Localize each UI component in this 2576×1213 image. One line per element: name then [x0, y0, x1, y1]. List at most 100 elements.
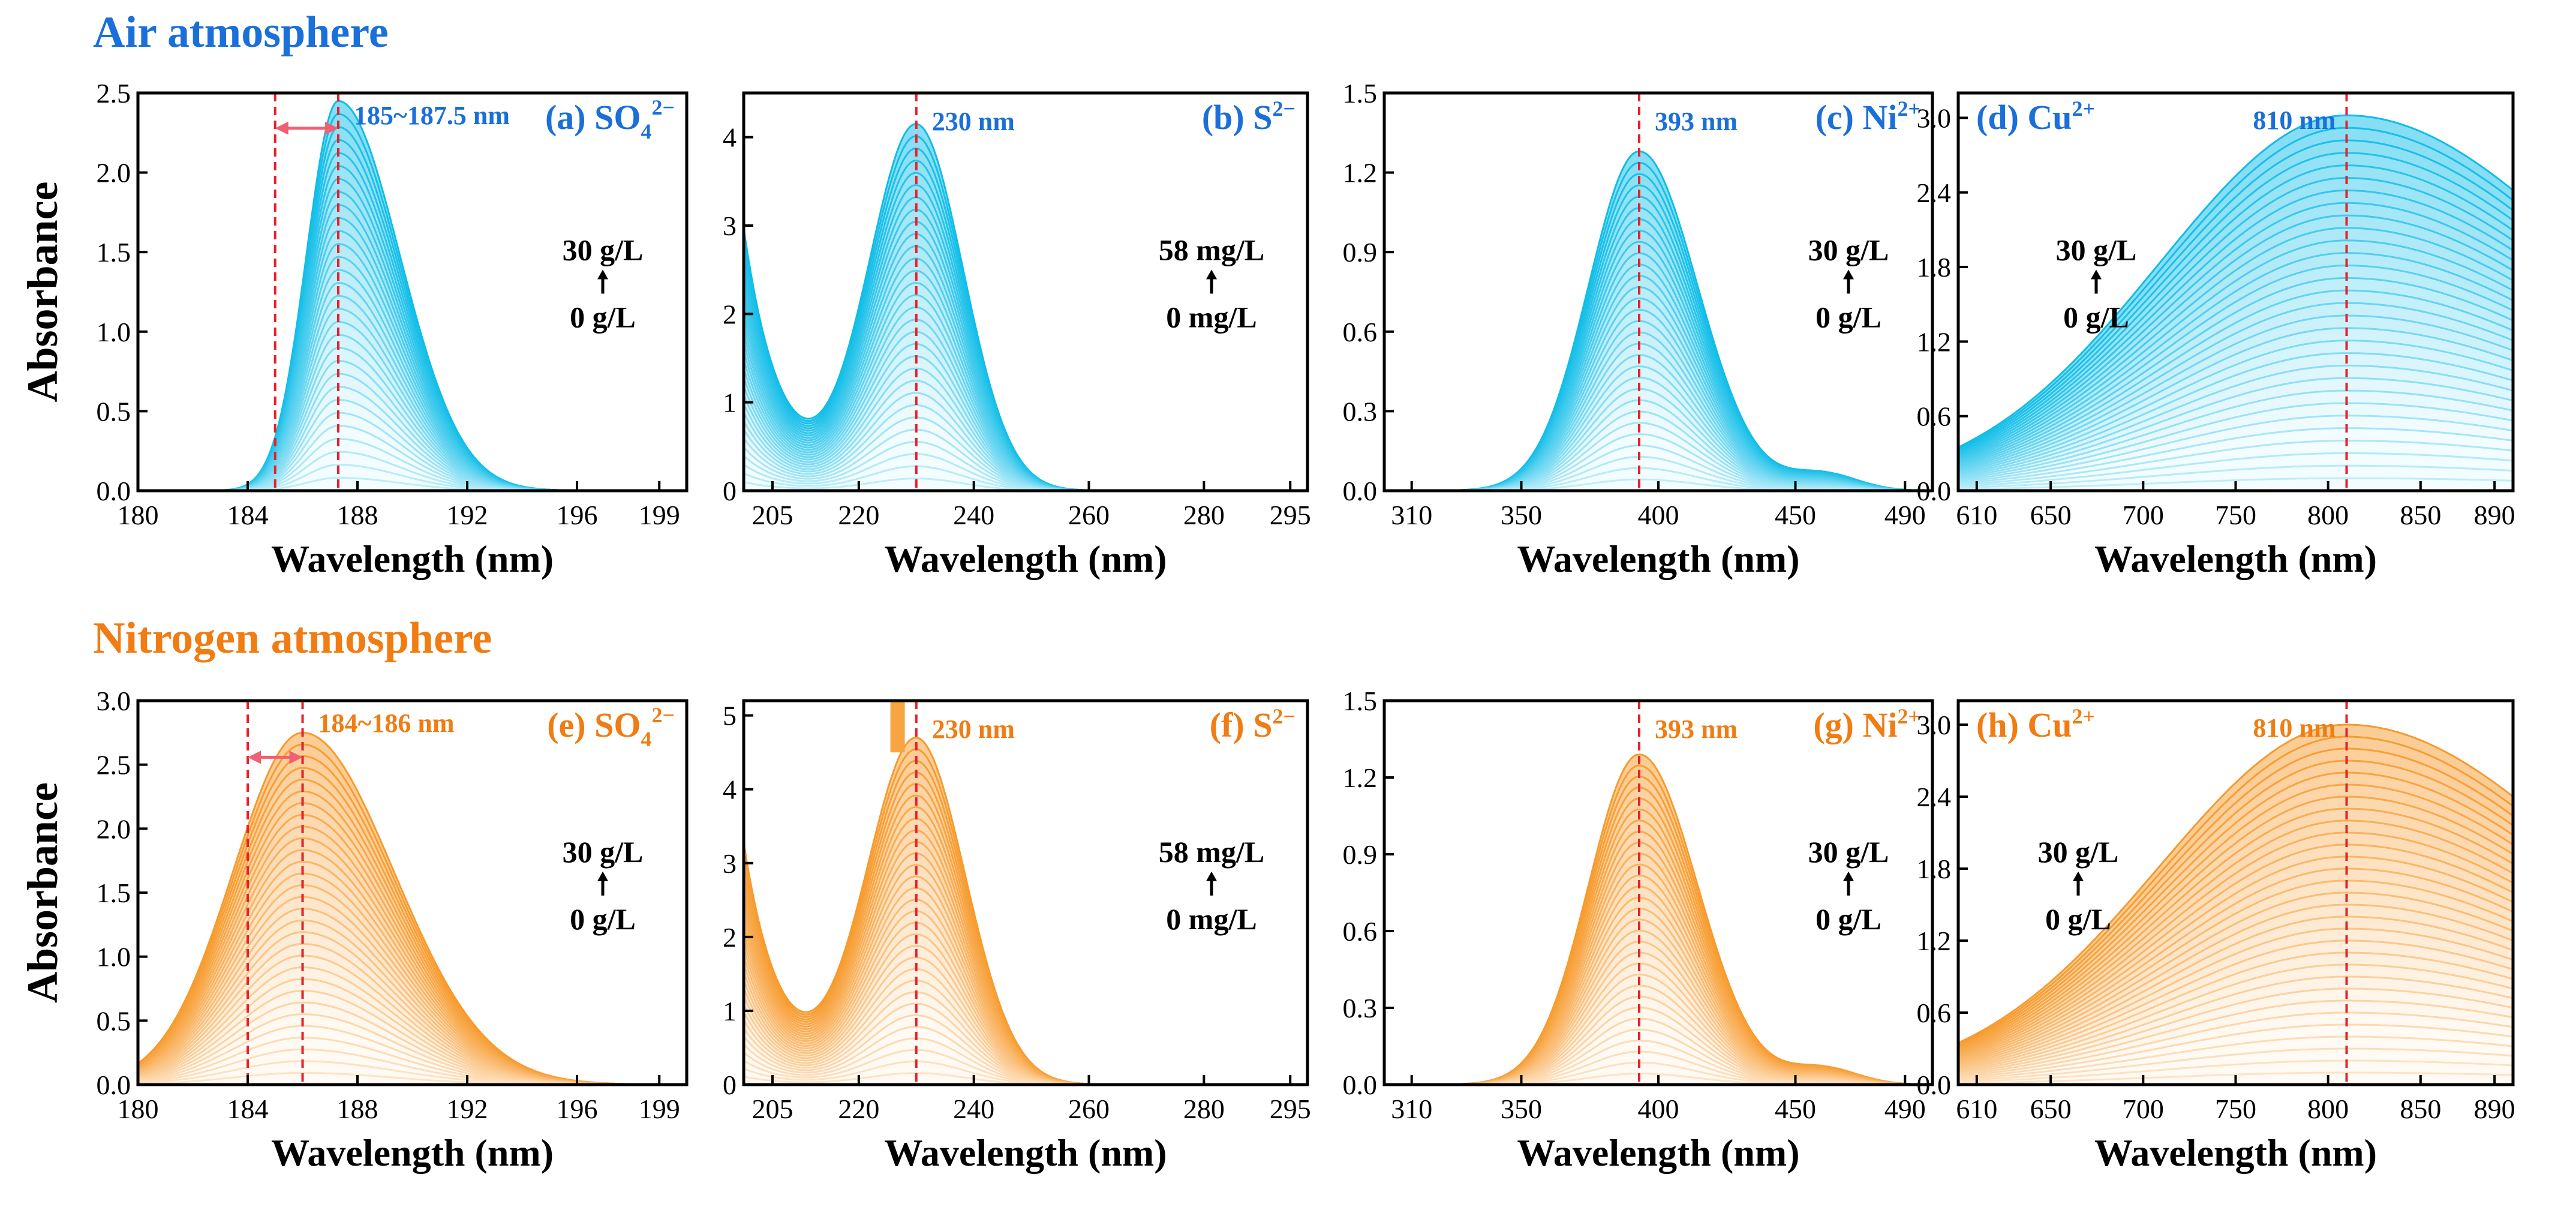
- curves-b: [744, 123, 1307, 491]
- x-tick-label: 260: [1068, 500, 1110, 530]
- x-tick-label: 400: [1638, 500, 1679, 530]
- panel-label: (h) Cu2+: [1976, 704, 2095, 744]
- panel-label: (b) S2−: [1202, 97, 1295, 137]
- y-tick-label: 0.6: [1343, 916, 1378, 947]
- panel-label: (e) SO42−: [547, 703, 675, 751]
- y-tick-label: 1.5: [97, 878, 131, 908]
- y-tick-label: 0.6: [1343, 317, 1378, 347]
- x-tick-label: 850: [2400, 1094, 2441, 1124]
- y-tick-label: 3: [723, 211, 737, 241]
- x-tick-label: 180: [118, 1094, 159, 1124]
- y-tick-label: 1.5: [1343, 78, 1378, 109]
- x-axis-label: Wavelength (nm): [884, 1131, 1167, 1174]
- x-axis-label: Wavelength (nm): [884, 538, 1167, 580]
- x-tick-label: 280: [1183, 500, 1225, 530]
- panel-e: 180 184 188 192 196 199 0.0 0.5 1.0 1.5 2.0 2.5 3.0 W…: [19, 686, 689, 1174]
- row-title-nitrogen: Nitrogen atmosphere: [93, 614, 492, 663]
- x-tick-label: 450: [1775, 500, 1816, 530]
- x-tick-label: 280: [1183, 1094, 1225, 1124]
- x-tick-label: 180: [118, 500, 159, 530]
- concentration-min-label: 0 mg/L: [1166, 902, 1257, 936]
- x-tick-label: 310: [1391, 1094, 1432, 1124]
- y-tick-label: 3.0: [97, 686, 131, 716]
- x-tick-label: 490: [1884, 1094, 1926, 1124]
- x-tick-label: 350: [1501, 1094, 1542, 1124]
- concentration-min-label: 0 g/L: [570, 300, 636, 334]
- x-tick-label: 184: [227, 1094, 269, 1124]
- concentration-arrowhead: [2091, 269, 2102, 280]
- x-tick-label: 295: [1270, 500, 1311, 530]
- y-tick-label: 4: [723, 774, 737, 805]
- x-tick-label: 610: [1956, 500, 1997, 530]
- x-tick-label: 205: [752, 500, 793, 530]
- peak-wavelength-label: 184~186 nm: [318, 708, 455, 738]
- y-tick-label: 3: [723, 848, 737, 879]
- y-tick-label: 0.0: [97, 476, 131, 506]
- y-tick-label: 0.0: [1343, 1070, 1378, 1100]
- x-tick-label: 890: [2474, 1094, 2515, 1124]
- x-tick-label: 310: [1391, 500, 1432, 530]
- x-tick-label: 450: [1775, 1094, 1816, 1124]
- x-tick-label: 192: [447, 1094, 488, 1124]
- x-tick-label: 205: [752, 1094, 793, 1124]
- panel-label: (d) Cu2+: [1976, 97, 2095, 137]
- x-axis-label: Wavelength (nm): [2094, 538, 2377, 580]
- curves-f: [744, 701, 1307, 1085]
- y-tick-label: 1.2: [1917, 326, 1952, 357]
- y-tick-label: 2.4: [1917, 178, 1952, 208]
- x-tick-label: 199: [639, 500, 680, 530]
- x-tick-label: 490: [1884, 500, 1926, 530]
- x-tick-label: 199: [639, 1094, 680, 1124]
- concentration-arrowhead: [597, 269, 608, 280]
- curves-e: [138, 731, 687, 1085]
- concentration-min-label: 0 mg/L: [1166, 300, 1257, 334]
- x-tick-label: 220: [838, 500, 879, 530]
- panel-c: 310 350 400 450 490 0.0 0.3 0.6 0.9 1.2 1.5 Wavelen…: [1343, 78, 1934, 580]
- x-tick-label: 650: [2030, 500, 2072, 530]
- y-tick-label: 0.9: [1343, 839, 1378, 870]
- plot-frame: [136, 91, 689, 493]
- x-tick-label: 196: [557, 1094, 598, 1124]
- x-tick-label: 800: [2307, 1094, 2349, 1124]
- panel-label: (c) Ni2+: [1815, 97, 1920, 137]
- x-tick-label: 650: [2030, 1094, 2072, 1124]
- x-tick-label: 700: [2123, 1094, 2164, 1124]
- x-tick-label: 188: [337, 500, 378, 530]
- range-arrowhead: [289, 750, 303, 764]
- y-tick-label: 1.8: [1917, 252, 1952, 283]
- y-tick-label: 1.2: [1917, 926, 1952, 956]
- y-tick-label: 0.3: [1343, 396, 1378, 427]
- x-tick-label: 220: [838, 1094, 879, 1124]
- y-tick-label: 0: [723, 1070, 737, 1100]
- y-tick-label: 5: [723, 701, 737, 731]
- x-tick-label: 188: [337, 1094, 378, 1124]
- y-tick-label: 2.5: [97, 78, 131, 109]
- peak-wavelength-label: 810 nm: [2253, 713, 2335, 743]
- panel-d: 610 650 700 750 800 850 890 0.0 0.6 1.2 1.8 2.4 3.0 W…: [1917, 91, 2515, 580]
- x-tick-label: 295: [1270, 1094, 1311, 1124]
- y-tick-label: 0: [723, 476, 737, 506]
- concentration-arrowhead: [2073, 871, 2084, 881]
- y-tick-label: 2.0: [97, 158, 131, 188]
- peak-wavelength-label: 230 nm: [932, 714, 1015, 744]
- y-tick-label: 1: [723, 388, 737, 418]
- x-tick-label: 800: [2307, 500, 2349, 530]
- y-tick-label: 1.0: [97, 942, 131, 972]
- range-arrowhead: [275, 121, 288, 135]
- x-tick-label: 750: [2215, 1094, 2256, 1124]
- peak-wavelength-label: 185~187.5 nm: [354, 101, 510, 130]
- x-tick-label: 192: [447, 500, 488, 530]
- curves-c: [1384, 150, 1932, 491]
- x-axis-label: Wavelength (nm): [271, 538, 554, 580]
- y-tick-label: 0.5: [97, 396, 131, 427]
- x-tick-label: 850: [2400, 500, 2441, 530]
- panel-f: 205 220 240 260 280 295 0 1 2 3 4 5 Wavelength (nm) (…: [723, 699, 1311, 1174]
- concentration-min-label: 0 g/L: [1815, 902, 1881, 936]
- panel-b: 205 220 240 260 280 295 0 1 2 3 4 Wavelength (nm) (b…: [723, 91, 1311, 580]
- x-axis-label: Wavelength (nm): [1517, 1131, 1799, 1174]
- y-tick-label: 0.3: [1343, 993, 1378, 1023]
- y-tick-label: 1.5: [97, 237, 131, 268]
- range-arrowhead: [324, 121, 338, 135]
- x-tick-label: 196: [557, 500, 598, 530]
